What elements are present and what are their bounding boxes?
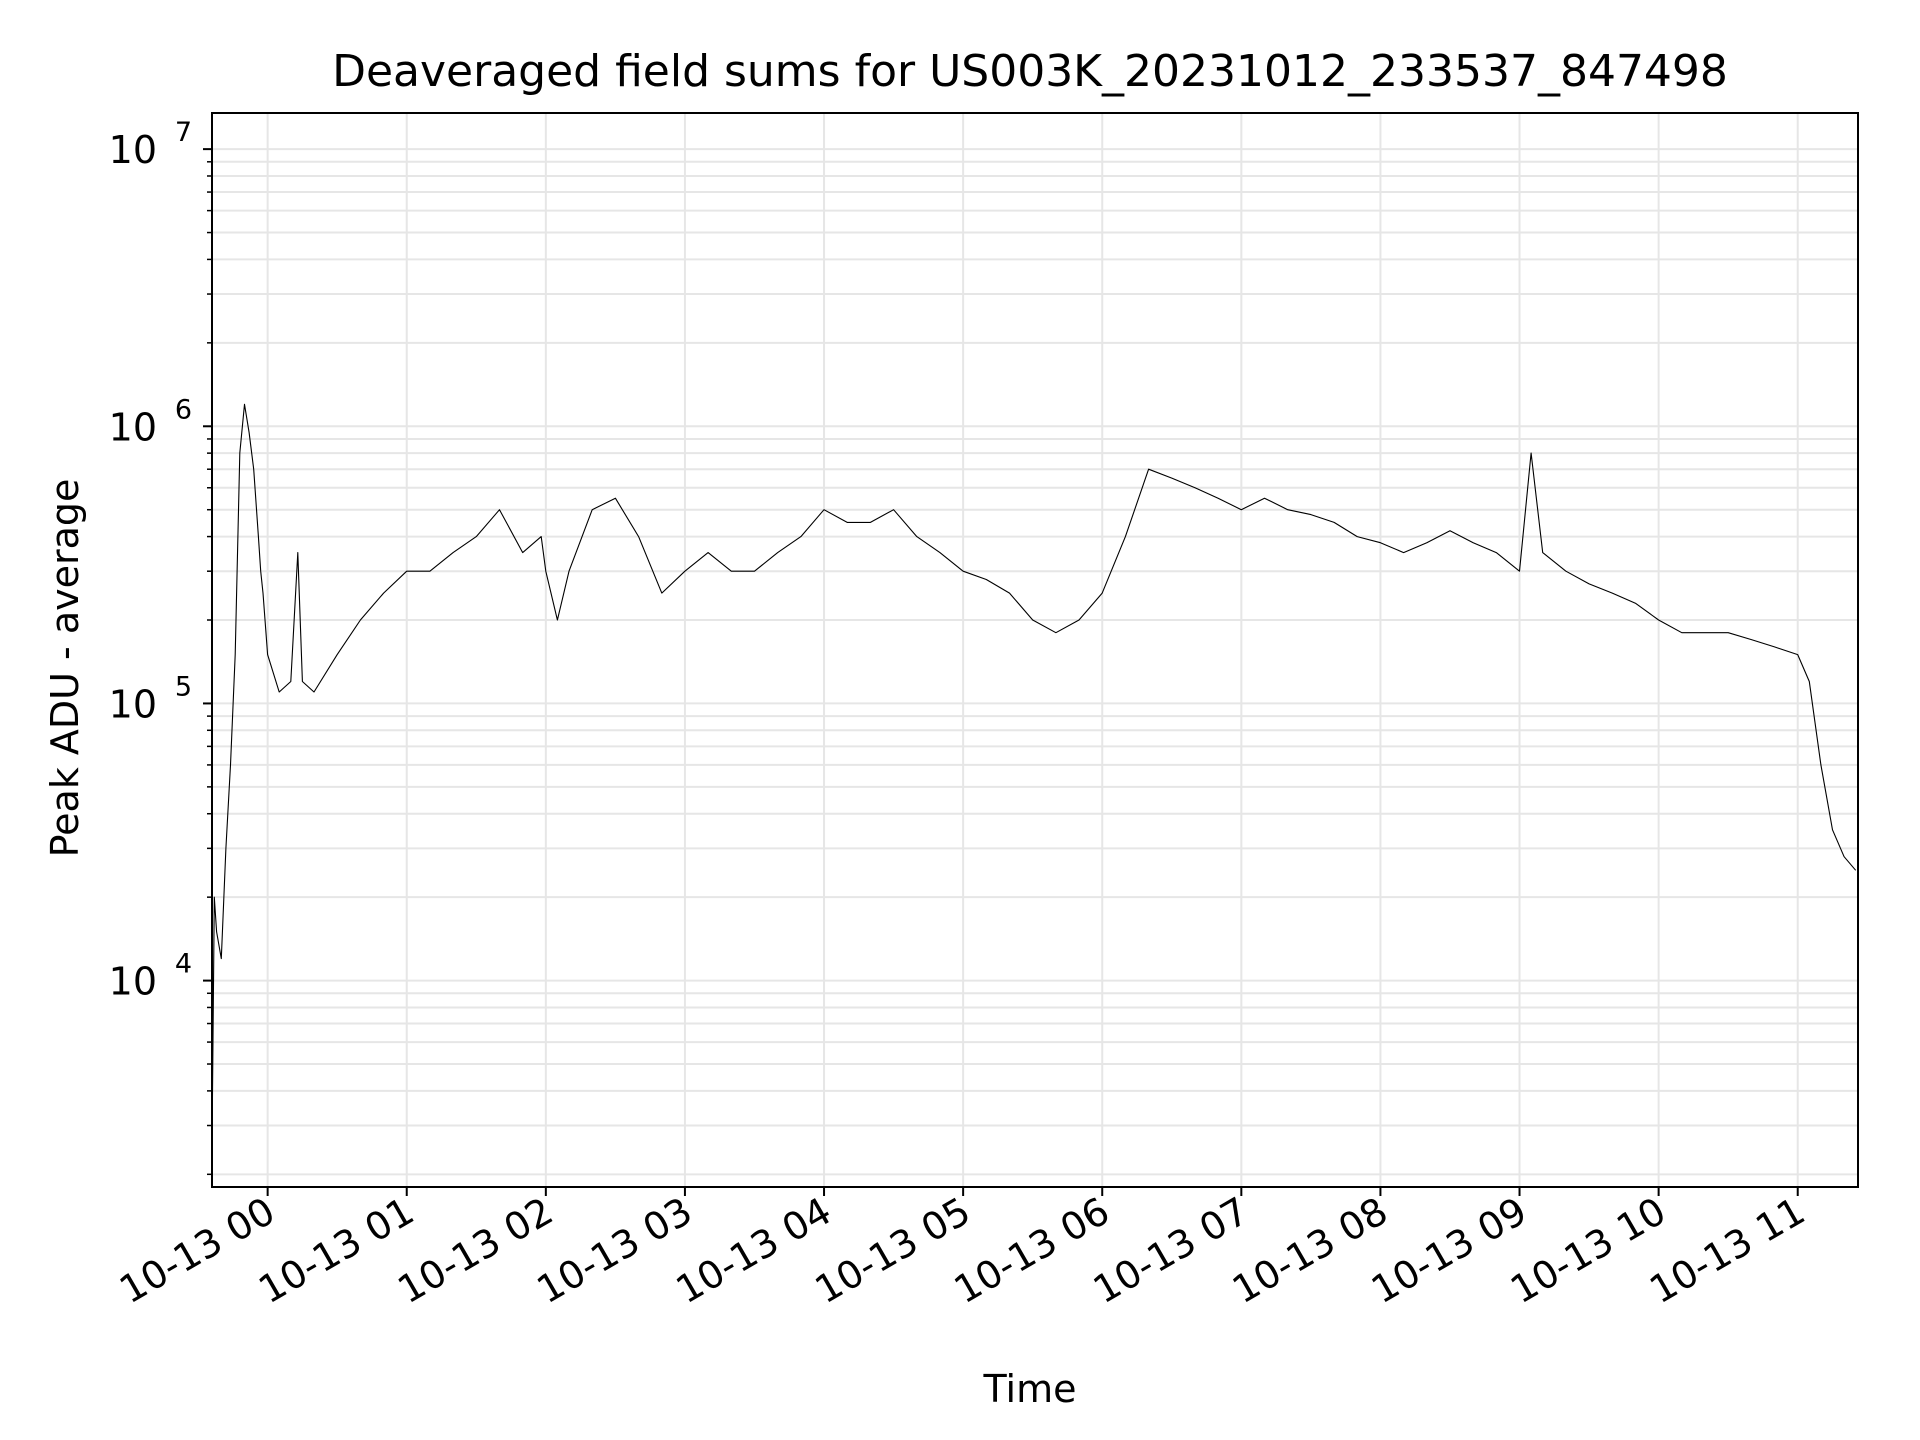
y-tick-label-exponent: 7 [175, 117, 192, 148]
y-tick-label-exponent: 4 [175, 949, 192, 980]
data-line-series-1 [211, 403, 1857, 1148]
y-tick-label: 10 [109, 128, 157, 172]
y-tick-label-exponent: 6 [175, 394, 192, 425]
y-axis-label: Peak ADU - average [43, 479, 87, 858]
chart-title: Deaveraged field sums for US003K_2023101… [332, 46, 1728, 97]
x-axis-label: Time [983, 1367, 1077, 1411]
plot-area-frame [211, 112, 1859, 1188]
grid [212, 113, 1858, 1187]
y-tick-label: 10 [109, 405, 157, 449]
y-tick-label: 10 [109, 682, 157, 726]
y-tick-label: 10 [109, 960, 157, 1004]
ticks [203, 148, 1799, 1196]
y-tick-label-exponent: 5 [175, 671, 192, 702]
